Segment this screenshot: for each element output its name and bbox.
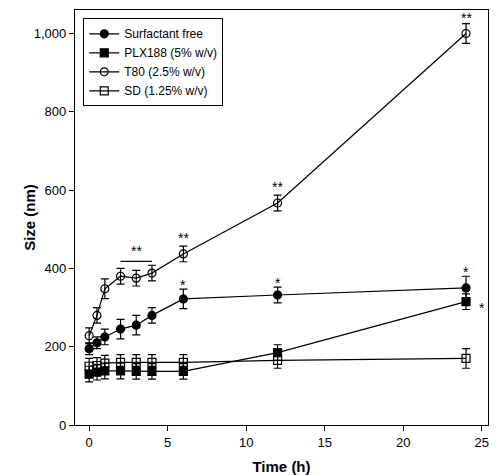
svg-text:25: 25: [474, 435, 488, 450]
svg-text:*: *: [463, 264, 469, 280]
svg-text:200: 200: [45, 339, 67, 354]
svg-text:15: 15: [317, 435, 331, 450]
svg-text:600: 600: [45, 183, 67, 198]
svg-text:Time (h): Time (h): [252, 458, 310, 475]
svg-text:5: 5: [164, 435, 171, 450]
svg-text:*: *: [275, 275, 281, 291]
svg-text:Surfactant free: Surfactant free: [124, 27, 203, 41]
svg-text:20: 20: [396, 435, 410, 450]
svg-text:T80 (2.5% w/v): T80 (2.5% w/v): [124, 65, 205, 79]
svg-text:*: *: [180, 277, 186, 293]
svg-text:SD (1.25% w/v): SD (1.25% w/v): [124, 84, 207, 98]
svg-text:800: 800: [45, 104, 67, 119]
svg-text:PLX188 (5% w/v): PLX188 (5% w/v): [124, 46, 217, 60]
svg-text:**: **: [131, 243, 142, 259]
svg-text:Size (nm): Size (nm): [21, 184, 38, 251]
svg-text:*: *: [479, 300, 485, 316]
svg-text:**: **: [272, 179, 283, 195]
svg-text:1,000: 1,000: [34, 26, 67, 41]
svg-text:**: **: [178, 230, 189, 246]
svg-text:10: 10: [239, 435, 253, 450]
svg-text:0: 0: [86, 435, 93, 450]
svg-text:0: 0: [59, 418, 66, 433]
svg-text:**: **: [461, 10, 472, 26]
svg-text:400: 400: [45, 261, 67, 276]
